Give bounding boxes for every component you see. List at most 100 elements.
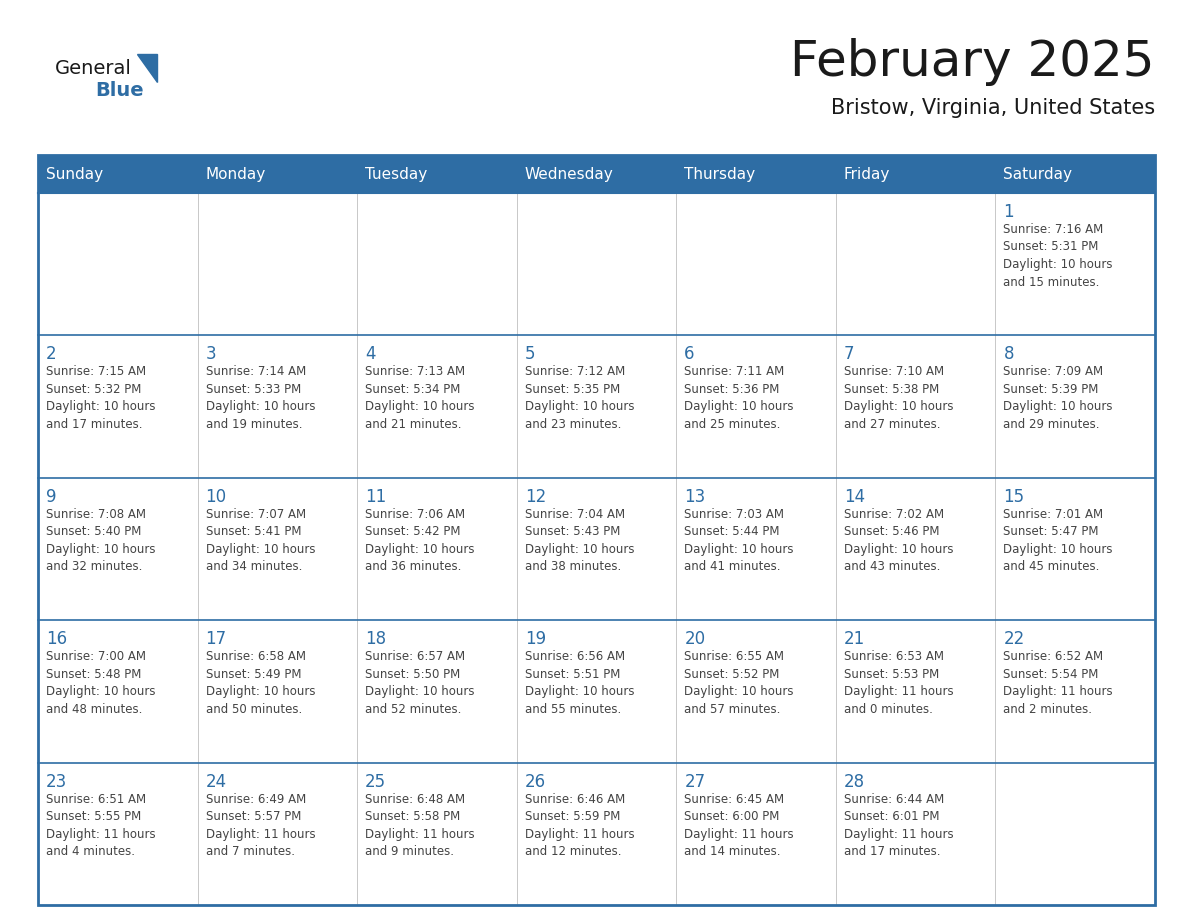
Bar [517,193,676,335]
Text: 24: 24 [206,773,227,790]
Text: Daylight: 10 hours: Daylight: 10 hours [525,685,634,699]
Text: and 0 minutes.: and 0 minutes. [843,702,933,716]
Text: and 32 minutes.: and 32 minutes. [46,560,143,574]
Text: Daylight: 10 hours: Daylight: 10 hours [46,400,156,413]
Text: Sunset: 5:39 PM: Sunset: 5:39 PM [1004,383,1099,396]
Bar [676,763,836,905]
Text: Wednesday: Wednesday [525,166,613,182]
Text: Daylight: 10 hours: Daylight: 10 hours [684,400,794,413]
Text: 21: 21 [843,630,865,648]
Text: Sunset: 5:59 PM: Sunset: 5:59 PM [525,810,620,823]
Text: and 34 minutes.: and 34 minutes. [206,560,302,574]
Text: Sunset: 5:41 PM: Sunset: 5:41 PM [206,525,301,538]
Text: Daylight: 10 hours: Daylight: 10 hours [46,543,156,555]
Text: Daylight: 10 hours: Daylight: 10 hours [206,543,315,555]
Text: 12: 12 [525,487,546,506]
Text: Sunrise: 6:52 AM: Sunrise: 6:52 AM [1004,650,1104,663]
Text: 18: 18 [365,630,386,648]
Text: Sunset: 5:49 PM: Sunset: 5:49 PM [206,667,301,681]
Text: Daylight: 11 hours: Daylight: 11 hours [525,828,634,841]
Bar [38,763,197,905]
Text: Sunrise: 7:06 AM: Sunrise: 7:06 AM [365,508,466,521]
Text: 17: 17 [206,630,227,648]
Text: and 15 minutes.: and 15 minutes. [1004,275,1100,288]
Text: Sunrise: 7:14 AM: Sunrise: 7:14 AM [206,365,305,378]
Text: and 25 minutes.: and 25 minutes. [684,418,781,431]
Bar [38,621,197,763]
Text: Sunrise: 6:53 AM: Sunrise: 6:53 AM [843,650,943,663]
Bar [676,335,836,477]
Bar [517,335,676,477]
Text: 28: 28 [843,773,865,790]
Text: 15: 15 [1004,487,1024,506]
Text: Sunrise: 7:00 AM: Sunrise: 7:00 AM [46,650,146,663]
Text: Sunset: 5:33 PM: Sunset: 5:33 PM [206,383,301,396]
Bar [358,621,517,763]
Bar [38,193,197,335]
Text: Sunrise: 6:46 AM: Sunrise: 6:46 AM [525,792,625,806]
Text: 25: 25 [365,773,386,790]
Text: Daylight: 10 hours: Daylight: 10 hours [206,685,315,699]
Text: General: General [55,59,132,77]
Bar [517,763,676,905]
Text: and 29 minutes.: and 29 minutes. [1004,418,1100,431]
Text: Sunset: 5:57 PM: Sunset: 5:57 PM [206,810,301,823]
Text: Sunrise: 7:10 AM: Sunrise: 7:10 AM [843,365,944,378]
Text: and 23 minutes.: and 23 minutes. [525,418,621,431]
Text: Daylight: 11 hours: Daylight: 11 hours [365,828,475,841]
Text: Sunrise: 6:57 AM: Sunrise: 6:57 AM [365,650,466,663]
Bar [197,193,358,335]
Text: and 45 minutes.: and 45 minutes. [1004,560,1100,574]
Text: Daylight: 11 hours: Daylight: 11 hours [843,685,954,699]
Text: Sunrise: 7:04 AM: Sunrise: 7:04 AM [525,508,625,521]
Text: Sunrise: 7:08 AM: Sunrise: 7:08 AM [46,508,146,521]
Text: 1: 1 [1004,203,1015,221]
Text: Daylight: 10 hours: Daylight: 10 hours [843,543,953,555]
Text: and 4 minutes.: and 4 minutes. [46,845,135,858]
Text: 10: 10 [206,487,227,506]
Bar [996,763,1155,905]
Text: Sunrise: 6:55 AM: Sunrise: 6:55 AM [684,650,784,663]
Text: Sunrise: 6:49 AM: Sunrise: 6:49 AM [206,792,305,806]
Text: Sunrise: 6:51 AM: Sunrise: 6:51 AM [46,792,146,806]
Text: Daylight: 10 hours: Daylight: 10 hours [1004,543,1113,555]
Text: Sunset: 5:48 PM: Sunset: 5:48 PM [46,667,141,681]
Text: Sunrise: 6:44 AM: Sunrise: 6:44 AM [843,792,944,806]
Text: and 43 minutes.: and 43 minutes. [843,560,940,574]
Text: Sunset: 5:52 PM: Sunset: 5:52 PM [684,667,779,681]
Text: and 48 minutes.: and 48 minutes. [46,702,143,716]
Text: Daylight: 10 hours: Daylight: 10 hours [206,400,315,413]
Text: Daylight: 10 hours: Daylight: 10 hours [525,400,634,413]
Text: 23: 23 [46,773,68,790]
Bar [358,193,517,335]
Text: Sunset: 5:55 PM: Sunset: 5:55 PM [46,810,141,823]
Text: and 52 minutes.: and 52 minutes. [365,702,461,716]
Text: Friday: Friday [843,166,890,182]
Text: and 14 minutes.: and 14 minutes. [684,845,781,858]
Text: Sunrise: 7:02 AM: Sunrise: 7:02 AM [843,508,944,521]
Text: Daylight: 10 hours: Daylight: 10 hours [365,400,475,413]
Text: 13: 13 [684,487,706,506]
Text: Sunrise: 7:07 AM: Sunrise: 7:07 AM [206,508,305,521]
Text: Sunrise: 7:01 AM: Sunrise: 7:01 AM [1004,508,1104,521]
Text: Bristow, Virginia, United States: Bristow, Virginia, United States [830,98,1155,118]
Text: 4: 4 [365,345,375,364]
Text: Sunrise: 7:03 AM: Sunrise: 7:03 AM [684,508,784,521]
Text: 22: 22 [1004,630,1025,648]
Text: and 7 minutes.: and 7 minutes. [206,845,295,858]
Text: Sunset: 5:54 PM: Sunset: 5:54 PM [1004,667,1099,681]
Bar [358,335,517,477]
Text: and 38 minutes.: and 38 minutes. [525,560,621,574]
Bar [197,477,358,621]
Bar [676,477,836,621]
Bar [517,621,676,763]
Text: Sunset: 5:46 PM: Sunset: 5:46 PM [843,525,940,538]
Text: Sunset: 5:31 PM: Sunset: 5:31 PM [1004,241,1099,253]
Text: Sunrise: 7:12 AM: Sunrise: 7:12 AM [525,365,625,378]
Text: Sunset: 5:42 PM: Sunset: 5:42 PM [365,525,461,538]
Text: 9: 9 [46,487,57,506]
Bar [358,763,517,905]
Text: and 19 minutes.: and 19 minutes. [206,418,302,431]
Text: and 21 minutes.: and 21 minutes. [365,418,462,431]
Text: Sunset: 6:01 PM: Sunset: 6:01 PM [843,810,940,823]
